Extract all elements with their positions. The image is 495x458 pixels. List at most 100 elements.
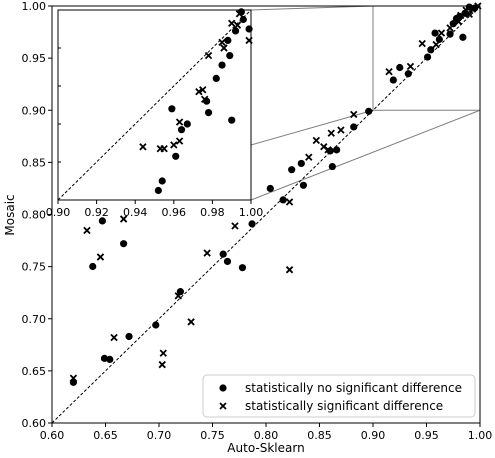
data-point-x-stroke bbox=[285, 266, 294, 274]
data-point-x-stroke bbox=[187, 318, 195, 326]
inset-diagonal-reference-line bbox=[57, 9, 252, 201]
data-point-x bbox=[446, 24, 454, 32]
x-tick-label: 0.60 bbox=[40, 429, 65, 442]
data-point-x-stroke bbox=[195, 88, 203, 96]
data-point-x-stroke bbox=[228, 19, 236, 27]
data-point-circle bbox=[266, 184, 274, 193]
data-point-x bbox=[228, 19, 236, 27]
inset-x-tick-label: 0.94 bbox=[123, 206, 148, 219]
data-point-circle bbox=[446, 30, 454, 38]
data-point-circle bbox=[176, 288, 184, 296]
data-point-x bbox=[312, 136, 320, 145]
main-plot-frame bbox=[51, 5, 481, 424]
data-point-x bbox=[285, 266, 294, 274]
data-point-circle bbox=[238, 264, 247, 272]
data-point-x-stroke bbox=[160, 145, 168, 153]
data-point-x bbox=[170, 141, 178, 149]
data-point-x-stroke bbox=[204, 51, 213, 60]
data-point-x-stroke bbox=[218, 38, 226, 46]
data-point-x-stroke bbox=[119, 215, 128, 223]
data-point-circle bbox=[350, 123, 358, 131]
data-point-circle bbox=[100, 354, 109, 362]
data-point-circle bbox=[154, 186, 162, 195]
data-point-circle bbox=[431, 29, 439, 37]
data-point-circle bbox=[396, 63, 404, 72]
inset-x-tick-label: 0.92 bbox=[84, 206, 109, 219]
data-point-circle bbox=[89, 262, 97, 271]
data-point-x bbox=[468, 5, 477, 13]
data-point-circle bbox=[228, 116, 236, 124]
y-tick-label: 0.95 bbox=[22, 52, 47, 65]
y-tick-label: 0.70 bbox=[22, 313, 47, 326]
data-point-x bbox=[175, 118, 184, 126]
data-point-x bbox=[187, 318, 195, 326]
data-point-x-stroke bbox=[385, 67, 393, 76]
data-point-x-stroke bbox=[312, 136, 320, 145]
data-point-x-stroke bbox=[406, 62, 415, 71]
data-point-circle bbox=[404, 70, 412, 78]
zoom-connector-line bbox=[250, 109, 481, 201]
data-point-circle bbox=[152, 321, 160, 329]
data-point-x-stroke bbox=[159, 349, 167, 357]
data-point-x bbox=[454, 17, 463, 26]
data-point-x bbox=[465, 10, 473, 19]
legend-box bbox=[202, 374, 476, 418]
y-tick-label: 0.65 bbox=[22, 365, 47, 378]
y-tick-label: 1.00 bbox=[22, 0, 47, 13]
inset-plot: 0.90 0.92 0.94 0.96 0.98 1.00 bbox=[46, 8, 263, 271]
data-point-x-stroke bbox=[457, 11, 465, 20]
data-point-x-stroke bbox=[200, 95, 209, 103]
data-point-x bbox=[233, 21, 242, 29]
data-point-x-stroke bbox=[462, 6, 470, 14]
data-point-x-stroke bbox=[199, 86, 207, 94]
data-point-x-stroke bbox=[324, 146, 332, 154]
data-point-x-stroke bbox=[285, 198, 294, 206]
data-point-x-stroke bbox=[69, 374, 78, 382]
data-point-x bbox=[160, 145, 168, 153]
data-point-x-stroke bbox=[418, 39, 426, 48]
y-tick-label: 0.85 bbox=[22, 156, 47, 169]
data-point-x bbox=[385, 67, 393, 76]
data-point-circle bbox=[288, 166, 296, 174]
main-plot-points bbox=[51, 2, 482, 424]
inset-x-tick-label: 0.90 bbox=[46, 206, 71, 219]
inset-x-tick-label: 0.98 bbox=[200, 206, 225, 219]
data-point-x-stroke bbox=[233, 21, 242, 29]
y-axis-label: Mosaic bbox=[3, 194, 17, 235]
y-tick-label: 0.60 bbox=[22, 417, 47, 430]
data-point-circle bbox=[183, 120, 191, 128]
x-tick-label: 0.85 bbox=[307, 429, 332, 442]
data-point-x-stroke bbox=[235, 10, 244, 18]
data-point-x bbox=[350, 110, 358, 119]
x-tick-label: 0.80 bbox=[254, 429, 279, 442]
data-point-x bbox=[139, 143, 147, 151]
data-point-x-stroke bbox=[468, 5, 477, 13]
data-point-x-stroke bbox=[175, 118, 184, 126]
data-point-x bbox=[337, 126, 345, 134]
data-point-circle bbox=[245, 25, 253, 33]
y-tick-label: 0.90 bbox=[22, 104, 47, 117]
data-point-x bbox=[432, 40, 440, 49]
inset-plot-points bbox=[57, 8, 253, 271]
data-point-x bbox=[69, 374, 78, 382]
data-point-x bbox=[204, 51, 213, 60]
data-point-x-stroke bbox=[350, 110, 358, 119]
data-point-circle bbox=[224, 36, 232, 45]
data-point-circle bbox=[106, 355, 114, 364]
x-axis-label: Auto-Sklearn bbox=[227, 441, 304, 455]
data-point-x bbox=[110, 333, 118, 342]
x-tick-label: 0.95 bbox=[414, 429, 439, 442]
data-point-circle bbox=[212, 74, 220, 82]
data-point-x bbox=[324, 146, 332, 154]
x-tick-label: 0.65 bbox=[93, 429, 118, 442]
data-point-x-stroke bbox=[158, 360, 166, 369]
data-point-x bbox=[231, 222, 239, 230]
data-point-circle bbox=[125, 332, 133, 341]
data-point-x-stroke bbox=[454, 17, 463, 26]
data-point-x bbox=[158, 360, 166, 369]
x-tick-label: 0.75 bbox=[200, 429, 225, 442]
data-point-x bbox=[235, 10, 244, 18]
x-tick-label: 0.70 bbox=[147, 429, 172, 442]
data-point-x-stroke bbox=[320, 143, 328, 151]
